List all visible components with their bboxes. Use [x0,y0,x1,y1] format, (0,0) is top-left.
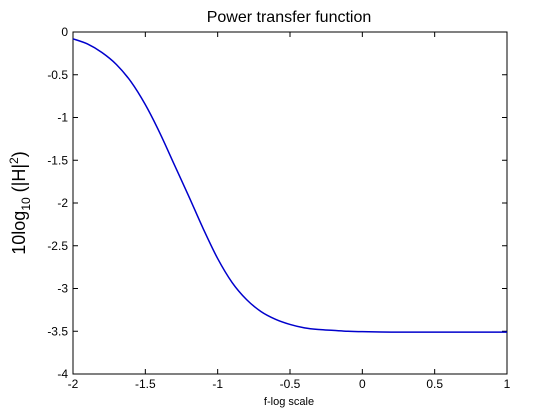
x-tick-label: 0.5 [426,377,443,391]
x-tick-labels: -2 -1.5 -1 -0.5 0 0.5 1 [68,377,511,391]
y-tick-label: 0 [61,25,68,39]
x-tick-label: -1.5 [135,377,156,391]
y-tick-label: -1 [57,111,68,125]
y-tick-label: -3 [57,282,68,296]
x-tick-label: 0 [359,377,366,391]
y-tick-label: -2.5 [47,239,68,253]
y-tick-label: -1.5 [47,153,68,167]
series-line [72,38,507,333]
y-axis-label-subscript: 10 [19,197,33,211]
x-tick-label: -1 [212,377,223,391]
x-tick-label: -2 [68,377,79,391]
y-tick-label: -2 [57,196,68,210]
y-tick-label: -4 [57,367,68,381]
y-axis-label-end: ) [9,151,29,157]
x-axis-label: f-log scale [264,396,314,408]
series-layer [72,38,507,333]
y-axis-label-base: 10log [9,211,29,255]
y-tick-label: -0.5 [47,68,68,82]
x-tick-label: 1 [504,377,511,391]
y-axis-label: 10log10 (|H|2) [7,151,33,254]
chart-title: Power transfer function [207,9,372,26]
x-tick-label: -0.5 [280,377,301,391]
ticks-layer [72,31,508,375]
y-axis-label-mid: (|H| [9,164,29,197]
axes-box [72,31,508,375]
y-axis-label-superscript: 2 [7,157,21,164]
y-tick-label: -3.5 [47,324,68,338]
y-tick-labels: 0 -0.5 -1 -1.5 -2 -2.5 -3 -3.5 -4 [47,25,68,381]
